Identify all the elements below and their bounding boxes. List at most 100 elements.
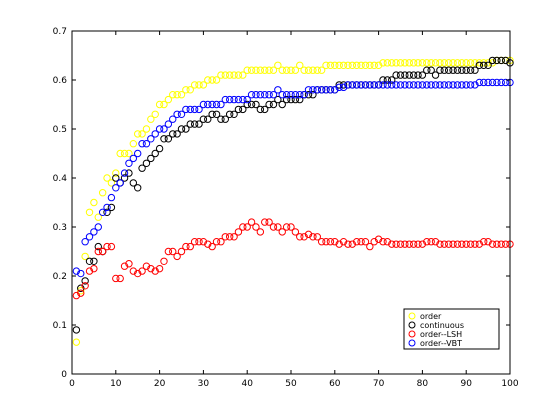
data-point: [190, 238, 199, 246]
data-point: [335, 83, 343, 92]
data-point: [287, 95, 295, 104]
legend-marker: [408, 330, 416, 338]
data-point: [409, 240, 418, 248]
data-point: [125, 169, 133, 177]
data-point: [142, 140, 151, 148]
data-point: [466, 240, 475, 248]
data-point: [239, 95, 247, 104]
data-point: [282, 66, 291, 74]
data-point: [418, 59, 427, 67]
data-point: [440, 81, 448, 89]
data-point: [169, 130, 177, 138]
data-point: [103, 208, 111, 217]
data-point: [392, 59, 400, 67]
data-point: [379, 238, 387, 246]
y-tick-label: 0.1: [53, 321, 67, 331]
data-point: [440, 240, 448, 248]
data-point: [383, 59, 392, 67]
data-point: [90, 257, 98, 265]
data-point: [151, 130, 159, 138]
data-point: [269, 91, 278, 99]
data-point: [440, 59, 448, 67]
data-point: [186, 242, 194, 251]
x-tick-label: 0: [69, 379, 75, 389]
data-point: [287, 66, 295, 74]
data-point: [497, 78, 505, 87]
data-point: [208, 110, 216, 119]
data-point: [348, 240, 357, 248]
data-point: [230, 95, 238, 104]
data-point: [208, 242, 216, 251]
data-point: [291, 95, 300, 104]
data-point: [493, 240, 501, 248]
data-point: [204, 240, 212, 248]
data-point: [488, 240, 497, 248]
data-point: [488, 78, 497, 87]
data-point: [440, 66, 448, 74]
data-point: [204, 115, 212, 123]
data-point: [199, 81, 208, 89]
data-point: [85, 257, 94, 265]
data-point: [466, 81, 475, 89]
data-point: [317, 238, 326, 246]
data-point: [173, 130, 181, 138]
data-point: [339, 83, 348, 92]
x-tick-label: 80: [417, 379, 429, 389]
data-point: [225, 233, 234, 241]
data-point: [221, 233, 230, 241]
data-point: [444, 81, 453, 89]
data-point: [274, 86, 282, 94]
data-point: [462, 59, 470, 67]
data-point: [304, 86, 313, 94]
data-point: [331, 238, 339, 246]
data-point: [366, 242, 374, 251]
data-point: [287, 223, 295, 231]
data-point: [107, 193, 116, 202]
data-point: [77, 289, 85, 297]
data-point: [379, 59, 387, 67]
data-point: [458, 81, 466, 89]
data-point: [147, 135, 155, 143]
data-point: [151, 267, 159, 275]
data-point: [195, 238, 203, 246]
data-point: [125, 260, 133, 268]
data-point: [94, 247, 102, 256]
data-point: [160, 135, 168, 143]
data-point: [239, 71, 247, 79]
data-point: [282, 223, 291, 231]
data-point: [182, 86, 190, 94]
data-point: [414, 81, 422, 89]
data-point: [309, 233, 317, 241]
data-point: [247, 66, 256, 74]
data-point: [252, 91, 260, 99]
data-point: [436, 59, 444, 67]
data-point: [462, 81, 470, 89]
data-point: [217, 238, 225, 246]
data-point: [182, 105, 190, 114]
x-tick-label: 10: [110, 379, 122, 389]
data-point: [401, 240, 409, 248]
data-point: [396, 71, 405, 79]
data-point: [129, 179, 138, 187]
data-point: [103, 174, 111, 182]
data-point: [313, 66, 321, 74]
data-point: [475, 240, 484, 248]
data-point: [85, 267, 94, 275]
data-point: [335, 240, 343, 248]
data-point: [160, 257, 168, 265]
data-point: [138, 130, 146, 138]
data-point: [444, 66, 453, 74]
series-order-vbt: [72, 78, 514, 278]
data-point: [462, 66, 470, 74]
data-point: [81, 238, 89, 246]
data-point: [243, 100, 251, 109]
data-point: [357, 238, 365, 246]
data-point: [436, 81, 444, 89]
data-point: [348, 61, 357, 70]
data-point: [256, 66, 265, 74]
data-point: [383, 76, 392, 84]
data-point: [326, 61, 335, 70]
y-tick-label: 0.3: [53, 223, 67, 233]
data-point: [427, 81, 435, 89]
